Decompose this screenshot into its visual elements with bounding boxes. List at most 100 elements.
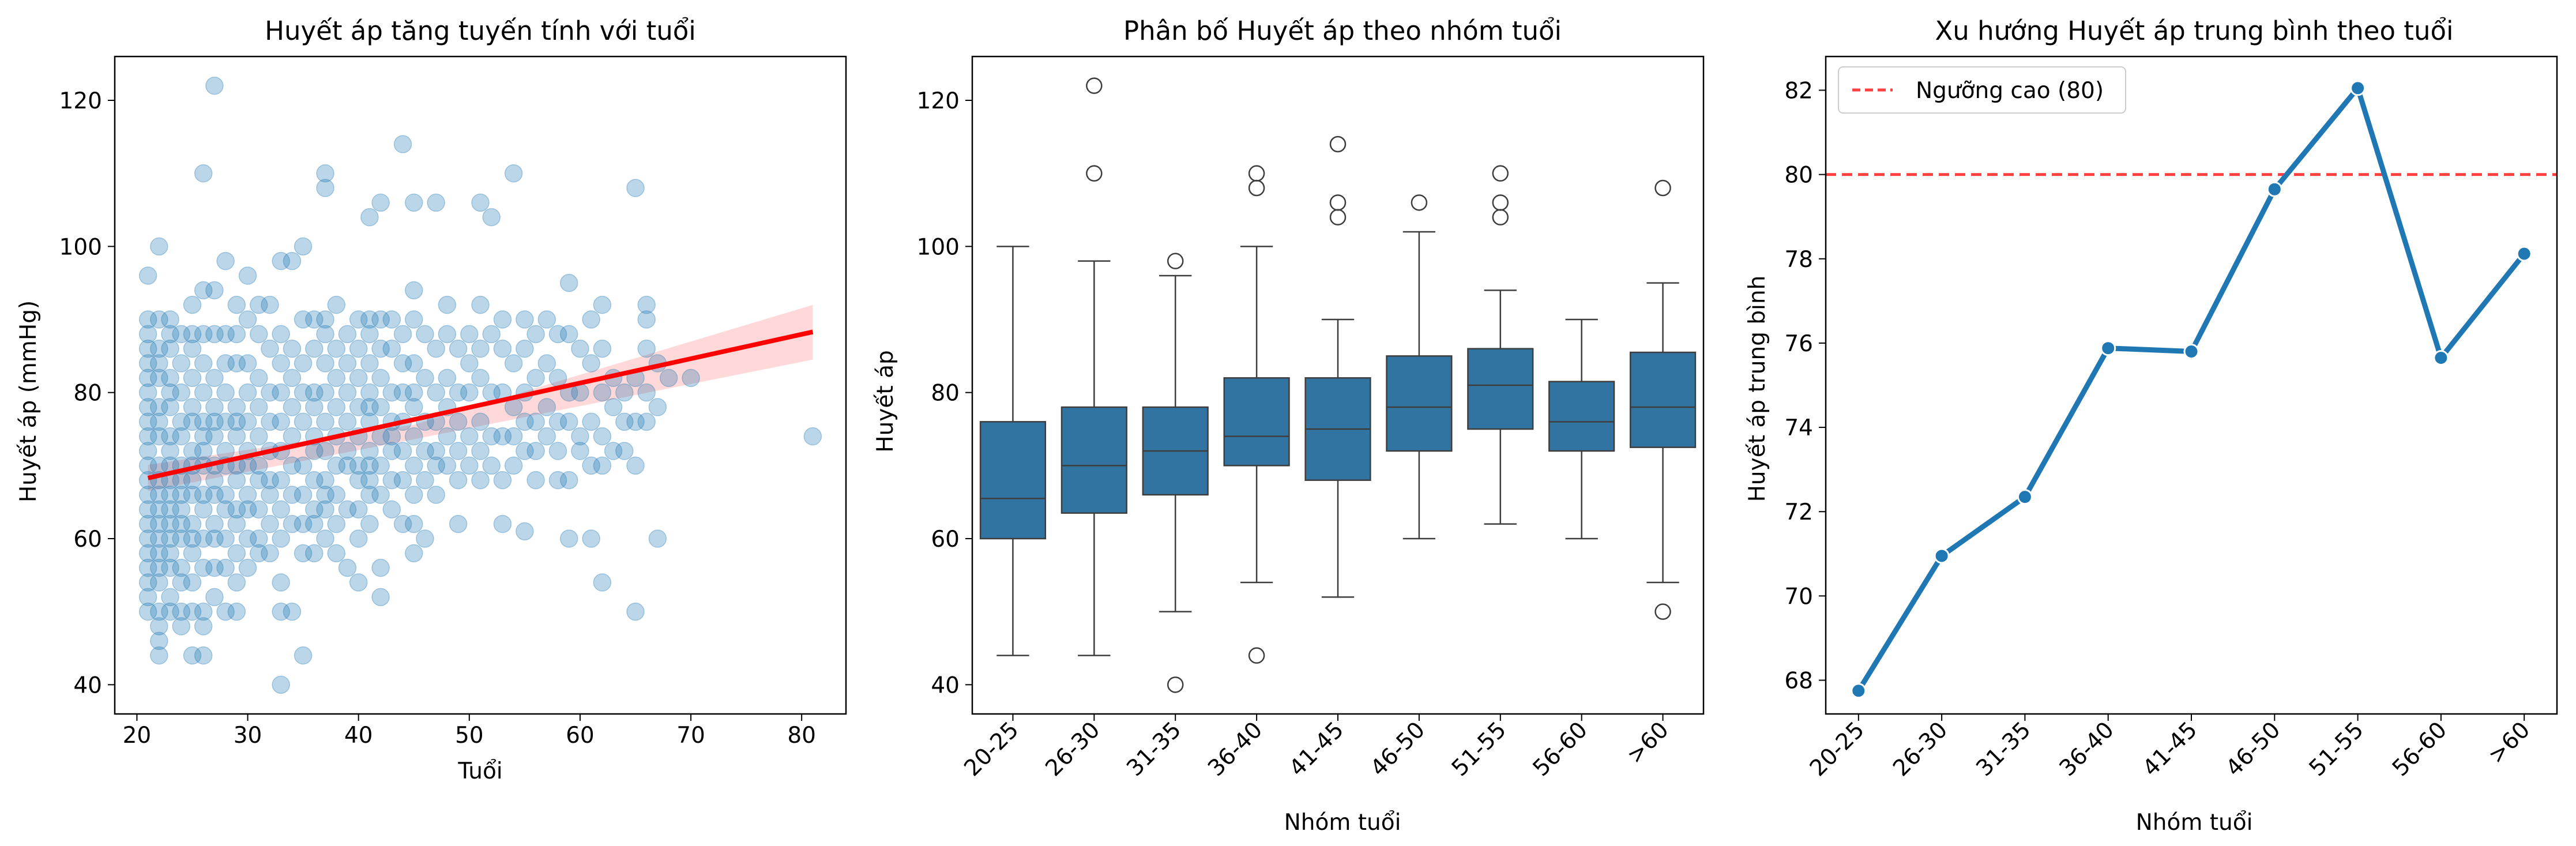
confidence-band xyxy=(148,304,813,491)
scatter-point xyxy=(150,486,168,504)
scatter-point xyxy=(238,383,257,402)
scatter-point xyxy=(316,310,334,329)
scatter-point xyxy=(449,514,468,533)
scatter-point xyxy=(194,558,213,577)
scatter-point xyxy=(393,135,412,153)
scatter-point xyxy=(172,412,191,431)
scatter-point xyxy=(283,339,302,358)
scatter-point xyxy=(382,310,401,329)
scatter-point xyxy=(150,369,168,388)
scatter-point xyxy=(582,529,600,548)
scatter-point xyxy=(138,310,157,329)
scatter-point xyxy=(482,208,501,227)
scatter-point xyxy=(205,529,224,548)
y-tick-label: 60 xyxy=(73,527,102,552)
scatter-point xyxy=(360,456,379,475)
scatter-point xyxy=(571,442,589,460)
scatter-point xyxy=(537,398,556,416)
scatter-point xyxy=(294,514,313,533)
scatter-point xyxy=(637,295,656,314)
box-outlier xyxy=(1167,253,1184,269)
scatter-point xyxy=(161,486,179,504)
scatter-point xyxy=(316,500,334,519)
scatter-point xyxy=(349,369,368,388)
scatter-point xyxy=(471,193,490,212)
scatter-point xyxy=(194,325,213,344)
trend-point xyxy=(2516,246,2532,262)
trend-point xyxy=(2017,489,2033,505)
scatter-point xyxy=(371,339,390,358)
scatter-point xyxy=(504,354,523,373)
scatter-point xyxy=(161,339,179,358)
scatter-point xyxy=(305,310,324,329)
x-tick-label: 80 xyxy=(787,723,816,749)
scatter-point xyxy=(161,442,179,460)
scatter-point xyxy=(626,179,645,197)
scatter-point xyxy=(172,558,191,577)
scatter-point xyxy=(227,602,246,621)
scatter-point xyxy=(138,500,157,519)
y-tick-label: 100 xyxy=(917,234,960,260)
scatter-x-axis-label: Tuổi xyxy=(457,758,502,784)
scatter-point xyxy=(305,500,324,519)
scatter-point xyxy=(150,310,168,329)
scatter-point xyxy=(316,164,334,183)
scatter-point xyxy=(183,514,202,533)
scatter-point xyxy=(250,325,268,344)
box-iqr xyxy=(979,421,1047,540)
scatter-point xyxy=(604,442,623,460)
scatter-point xyxy=(205,76,224,95)
scatter-point xyxy=(283,398,302,416)
scatter-point xyxy=(272,500,290,519)
scatter-point xyxy=(138,558,157,577)
box-iqr xyxy=(1467,348,1534,430)
scatter-point xyxy=(427,442,445,460)
scatter-point xyxy=(205,471,224,490)
scatter-point xyxy=(150,354,168,373)
scatter-point xyxy=(360,354,379,373)
scatter-point xyxy=(482,325,501,344)
scatter-point xyxy=(150,573,168,592)
scatter-point xyxy=(205,412,224,431)
scatter-point xyxy=(183,325,202,344)
line-x-axis-label: Nhóm tuổi xyxy=(2136,810,2253,836)
scatter-point xyxy=(682,369,700,388)
scatter-point xyxy=(138,354,157,373)
scatter-point xyxy=(316,442,334,460)
scatter-point xyxy=(172,383,191,402)
scatter-point xyxy=(161,514,179,533)
scatter-point xyxy=(150,237,168,256)
scatter-point xyxy=(338,456,357,475)
scatter-point xyxy=(527,412,545,431)
scatter-point xyxy=(150,602,168,621)
scatter-point xyxy=(161,558,179,577)
scatter-point xyxy=(305,339,324,358)
scatter-point xyxy=(250,544,268,563)
scatter-point xyxy=(283,251,302,270)
scatter-point xyxy=(527,325,545,344)
scatter-point xyxy=(205,588,224,607)
scatter-point xyxy=(471,442,490,460)
scatter-point xyxy=(261,412,279,431)
scatter-point xyxy=(283,486,302,504)
scatter-point xyxy=(161,369,179,388)
scatter-point xyxy=(360,383,379,402)
scatter-point xyxy=(537,310,556,329)
scatter-point xyxy=(559,412,578,431)
box-outlier xyxy=(1248,165,1265,182)
scatter-point xyxy=(138,514,157,533)
y-tick-label: 76 xyxy=(1784,331,1813,357)
scatter-point xyxy=(161,325,179,344)
scatter-title: Huyết áp tăng tuyến tính với tuổi xyxy=(265,16,696,46)
box-iqr xyxy=(1548,381,1615,452)
scatter-point xyxy=(305,383,324,402)
x-tick-label: 50 xyxy=(455,723,484,749)
scatter-point xyxy=(393,514,412,533)
scatter-point xyxy=(382,442,401,460)
regression-line-group xyxy=(147,329,814,480)
scatter-point xyxy=(382,339,401,358)
scatter-point xyxy=(205,514,224,533)
scatter-point xyxy=(194,442,213,460)
scatter-point xyxy=(404,281,423,300)
scatter-point xyxy=(150,646,168,665)
